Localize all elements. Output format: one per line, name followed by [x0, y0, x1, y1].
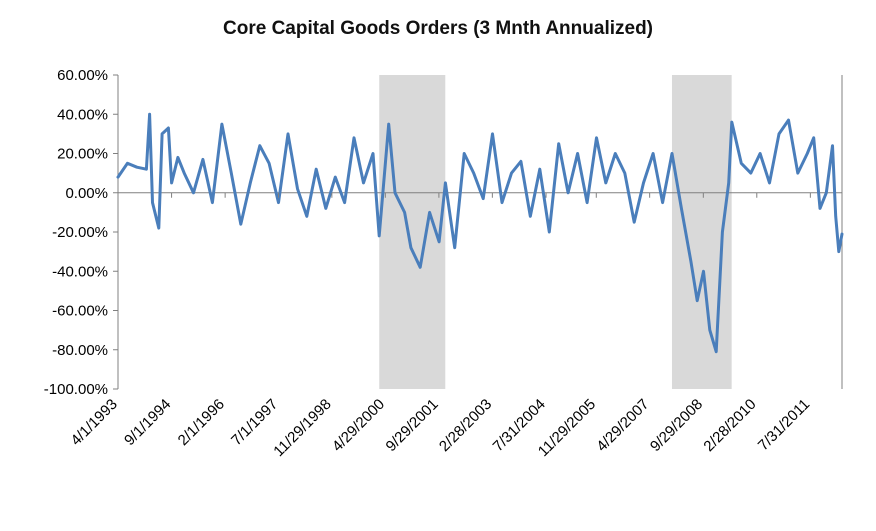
y-tick-label: 40.00% — [57, 106, 108, 123]
recession-bands — [379, 75, 732, 389]
x-tick-label: 7/1/1997 — [228, 396, 281, 449]
x-tick-label: 11/29/1998 — [270, 396, 334, 460]
series-line-1 — [116, 112, 844, 354]
y-axis-ticks: 60.00% 40.00% 20.00% 0.00% -20.00% -40.00% -60… — [44, 67, 118, 398]
x-tick-label: 7/31/2011 — [755, 396, 813, 454]
chart-title: Core Capital Goods Orders (3 Mnth Annual… — [223, 18, 653, 39]
x-tick-label: 2/28/2003 — [436, 396, 495, 455]
chart-axes — [117, 75, 843, 389]
y-tick-label: -60.00% — [52, 303, 108, 320]
series-layer — [116, 112, 844, 354]
y-tick-label: -40.00% — [52, 263, 108, 280]
y-tick-label: 60.00% — [57, 67, 108, 84]
x-tick-label: 9/29/2008 — [647, 396, 706, 455]
y-tick-label: 0.00% — [65, 185, 108, 202]
y-tick-label: -100.00% — [44, 381, 108, 398]
y-tick-label: -20.00% — [52, 224, 108, 241]
x-tick-label: 2/28/2010 — [700, 396, 759, 455]
x-tick-label: 4/29/2007 — [593, 396, 652, 455]
y-tick-label: 20.00% — [57, 146, 108, 163]
x-tick-label: 9/1/1994 — [121, 396, 174, 449]
x-tick-label: 2/1/1996 — [175, 396, 228, 449]
y-tick-label: -80.00% — [52, 342, 108, 359]
x-tick-label: 4/1/1993 — [68, 396, 121, 449]
x-tick-label: 9/29/2001 — [383, 396, 442, 455]
x-tick-label: 4/29/2000 — [329, 396, 388, 455]
